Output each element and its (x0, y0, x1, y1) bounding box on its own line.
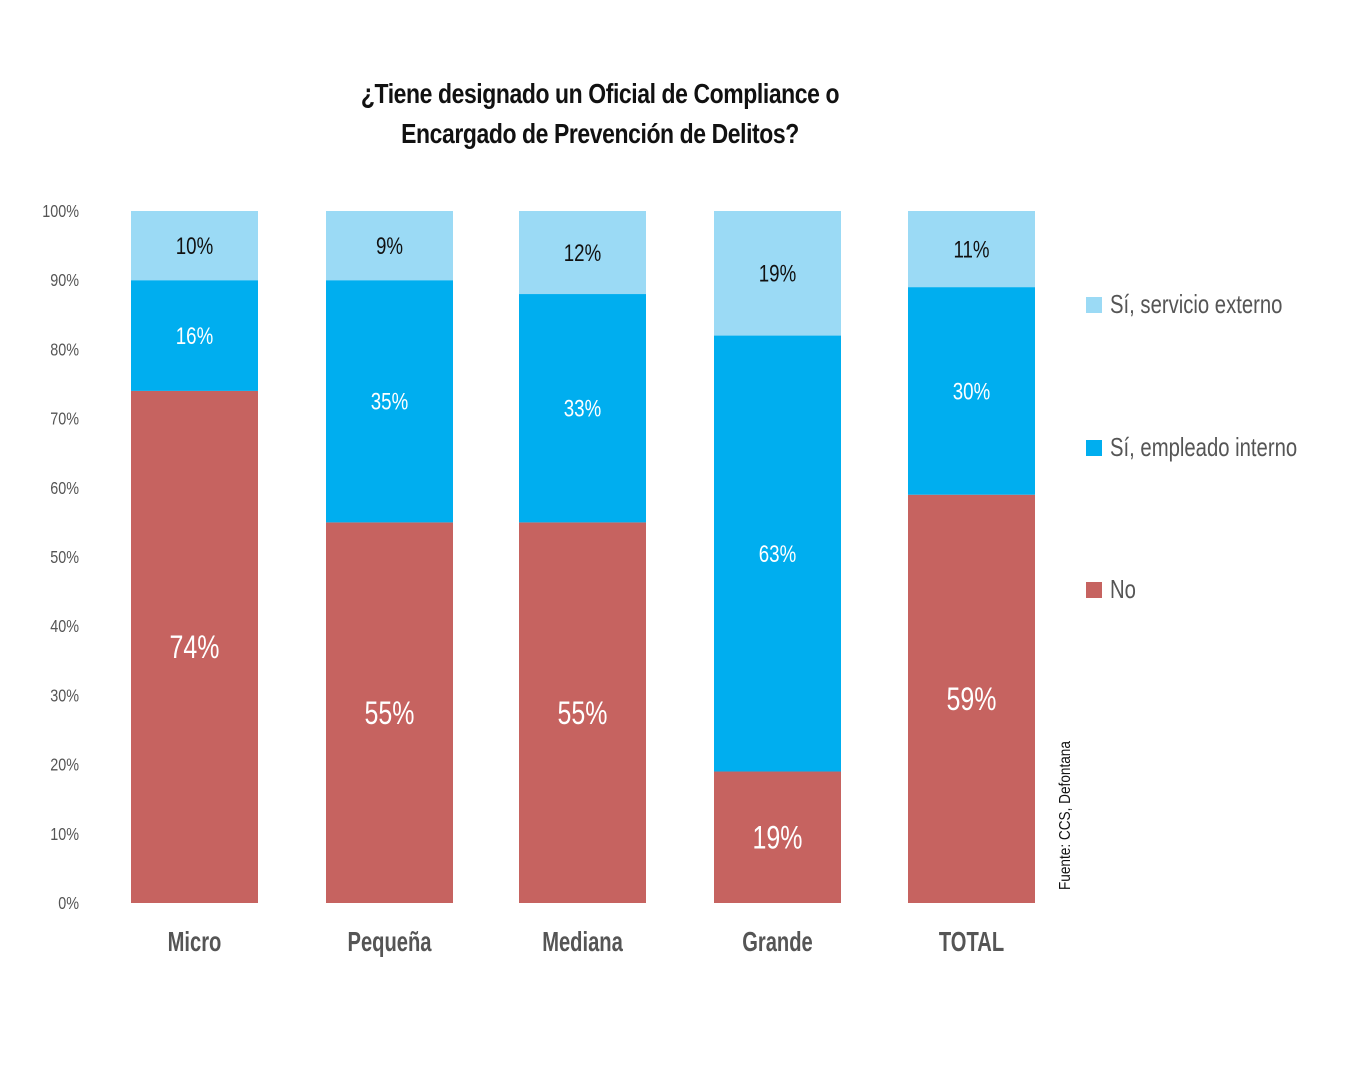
x-tick-label: Mediana (542, 927, 623, 958)
bar-segment (131, 390, 258, 903)
bar-segment (908, 287, 1035, 495)
bar-segment (326, 211, 453, 281)
y-tick-label: 100% (42, 202, 79, 222)
x-tick-label: Pequeña (348, 927, 432, 958)
legend-swatch (1086, 581, 1102, 598)
bar-stack-total: 59% 30% 11% (908, 211, 1035, 903)
y-tick-label: 0% (58, 894, 79, 914)
bar-segment (908, 211, 1035, 288)
bar-segment (714, 211, 841, 336)
y-tick-label: 90% (50, 271, 79, 291)
bar-segment (519, 211, 646, 295)
x-tick-label: Micro (168, 927, 222, 958)
data-label: 12% (564, 240, 601, 267)
legend-swatch (1086, 439, 1102, 456)
y-tick-label: 10% (50, 824, 79, 844)
legend-item: Sí, servicio externo (1086, 289, 1331, 320)
y-tick-label: 40% (50, 617, 79, 637)
data-label: 63% (759, 541, 796, 568)
bar-segment (326, 522, 453, 903)
y-tick-label: 20% (50, 755, 79, 775)
bar-stack-micro: 74% 16% 10% (131, 211, 258, 903)
chart-title-line-2: Encargado de Prevención de Delitos? (401, 118, 799, 149)
x-tick-label: Grande (742, 927, 813, 958)
y-tick-label: 60% (50, 478, 79, 498)
data-label: 74% (170, 630, 220, 666)
data-label: 10% (176, 233, 213, 260)
x-axis: Micro Pequeña Mediana Grande TOTAL (168, 927, 1005, 958)
legend-item: No (1086, 574, 1143, 605)
data-label: 59% (947, 682, 997, 718)
data-label: 19% (759, 260, 796, 287)
data-label: 55% (558, 696, 608, 732)
bar-segment (519, 294, 646, 523)
bars-group: 74% 16% 10% 55% 35% 9% 55% 33% 12% 19% 63% 19% 59% 30… (131, 211, 1035, 903)
y-tick-label: 30% (50, 686, 79, 706)
bar-segment (131, 280, 258, 391)
bar-segment (326, 280, 453, 523)
legend-swatch (1086, 296, 1102, 313)
legend-label: Sí, empleado interno (1110, 432, 1298, 462)
chart-title-line-1: ¿Tiene designado un Oficial de Complianc… (360, 78, 840, 109)
bar-stack-mediana: 55% 33% 12% (519, 211, 646, 903)
data-label: 11% (953, 236, 989, 263)
y-axis: 0% 10% 20% 30% 40% 50% 60% 70% 80% 90% 100% (42, 202, 79, 914)
data-label: 19% (753, 821, 803, 857)
source-note: Fuente: CCS, Defontana (1057, 741, 1074, 890)
y-tick-label: 50% (50, 548, 79, 568)
data-label: 33% (564, 395, 601, 422)
y-tick-label: 80% (50, 340, 79, 360)
data-label: 30% (953, 378, 990, 405)
data-label: 55% (365, 696, 415, 732)
x-tick-label: TOTAL (939, 927, 1004, 958)
y-tick-label: 70% (50, 409, 79, 429)
legend-label: Sí, servicio externo (1110, 289, 1283, 319)
bar-stack-grande: 19% 63% 19% (714, 211, 841, 903)
bar-segment (714, 335, 841, 772)
bar-segment (131, 211, 258, 281)
data-label: 16% (176, 323, 213, 350)
bar-segment (714, 771, 841, 903)
bar-stack-pequeña: 55% 35% 9% (326, 211, 453, 903)
data-label: 35% (371, 389, 408, 416)
data-label: 9% (376, 233, 403, 260)
legend-label: No (1110, 574, 1136, 604)
legend-item: Sí, empleado interno (1086, 432, 1350, 463)
bar-segment (908, 494, 1035, 903)
bar-segment (519, 522, 646, 903)
